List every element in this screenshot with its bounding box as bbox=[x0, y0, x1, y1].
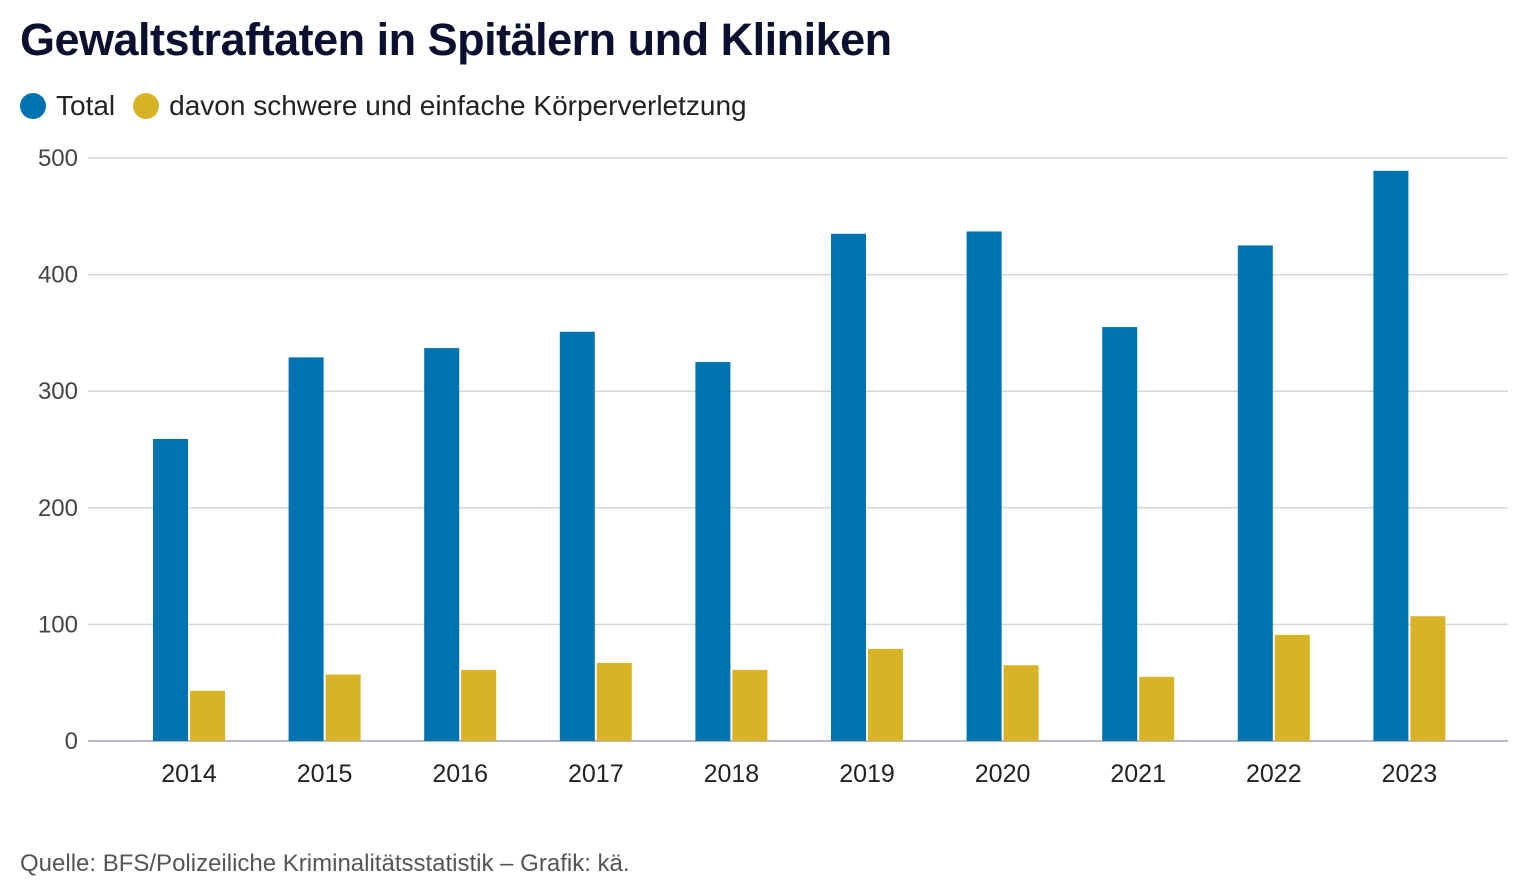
x-tick-label-2018: 2018 bbox=[704, 760, 760, 788]
bar-total-2021 bbox=[1102, 327, 1138, 741]
bar-total-2023 bbox=[1373, 170, 1409, 742]
bar-total-2018 bbox=[695, 362, 731, 741]
x-tick-label-2017: 2017 bbox=[568, 760, 624, 788]
x-tick-label-2023: 2023 bbox=[1382, 760, 1438, 788]
legend-label-total: Total bbox=[56, 90, 116, 121]
bar-chart: 0 100 200 300 400 500 2014 2015 2016 2017 2018 2019… bbox=[38, 145, 1508, 788]
y-tick-label-200: 200 bbox=[38, 495, 78, 522]
bar-koerperverletzung-2015 bbox=[325, 674, 361, 741]
legend-dot-koerperverletzung bbox=[133, 93, 160, 119]
bar-total-2014 bbox=[153, 439, 188, 741]
bar-koerperverletzung-2022 bbox=[1274, 634, 1310, 741]
y-tick-label-300: 300 bbox=[38, 378, 78, 405]
bar-total-2015 bbox=[288, 357, 324, 741]
x-tick-label-2016: 2016 bbox=[432, 760, 488, 788]
bar-total-2020 bbox=[966, 231, 1002, 741]
x-tick-label-2022: 2022 bbox=[1246, 760, 1302, 788]
y-tick-label-500: 500 bbox=[38, 145, 78, 172]
bar-total-2017 bbox=[559, 331, 595, 741]
bar-koerperverletzung-2017 bbox=[596, 662, 632, 741]
x-tick-label-2020: 2020 bbox=[975, 760, 1031, 788]
y-tick-label-100: 100 bbox=[38, 611, 78, 638]
bar-koerperverletzung-2018 bbox=[732, 669, 768, 741]
x-tick-label-2015: 2015 bbox=[297, 760, 353, 788]
legend-label-koerperverletzung: davon schwere und einfache Körperverletz… bbox=[169, 90, 747, 121]
source-note: Quelle: BFS/Polizeiliche Kriminalitätsst… bbox=[20, 850, 630, 877]
bar-koerperverletzung-2020 bbox=[1003, 665, 1039, 741]
y-tick-label-0: 0 bbox=[65, 728, 78, 755]
bar-koerperverletzung-2021 bbox=[1139, 676, 1175, 741]
bar-total-2016 bbox=[424, 348, 460, 741]
x-tick-label-2014: 2014 bbox=[161, 760, 217, 788]
bar-koerperverletzung-2023 bbox=[1410, 616, 1446, 741]
bar-koerperverletzung-2016 bbox=[461, 669, 497, 741]
legend: Total davon schwere und einfache Körperv… bbox=[20, 90, 765, 122]
y-tick-label-400: 400 bbox=[38, 262, 78, 289]
x-tick-label-2019: 2019 bbox=[839, 760, 895, 788]
legend-dot-total bbox=[20, 93, 46, 119]
bar-total-2022 bbox=[1237, 245, 1273, 741]
chart-title: Gewaltstraftaten in Spitälern und Klinik… bbox=[20, 14, 892, 65]
x-tick-label-2021: 2021 bbox=[1110, 760, 1166, 788]
legend-item-total: Total bbox=[20, 90, 115, 122]
legend-item-koerperverletzung: davon schwere und einfache Körperverletz… bbox=[133, 90, 747, 122]
bar-koerperverletzung-2019 bbox=[868, 648, 903, 741]
bar-total-2019 bbox=[831, 233, 866, 741]
bar-koerperverletzung-2014 bbox=[190, 690, 225, 741]
